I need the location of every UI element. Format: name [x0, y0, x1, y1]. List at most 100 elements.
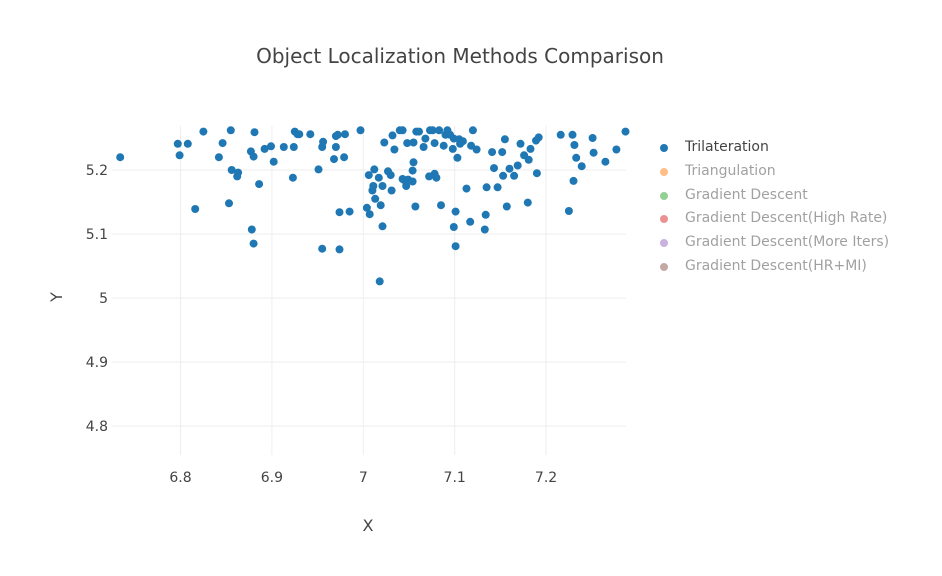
data-point[interactable] [409, 158, 418, 167]
data-point[interactable] [388, 131, 397, 140]
data-point[interactable] [564, 207, 573, 215]
data-point[interactable] [411, 202, 420, 211]
data-point[interactable] [408, 177, 417, 186]
data-point[interactable] [289, 143, 298, 151]
data-point[interactable] [458, 137, 467, 146]
data-point[interactable] [505, 164, 514, 173]
data-point[interactable] [588, 134, 597, 142]
data-point[interactable] [345, 207, 354, 216]
data-point[interactable] [490, 164, 498, 173]
data-point[interactable] [330, 155, 338, 164]
data-point[interactable] [601, 157, 610, 166]
legend-item[interactable]: Gradient Descent(HR+MI) [655, 255, 889, 279]
data-point[interactable] [306, 130, 315, 139]
data-point[interactable] [439, 141, 448, 150]
data-point[interactable] [510, 171, 519, 180]
data-point[interactable] [378, 182, 387, 190]
data-point[interactable] [371, 194, 380, 203]
data-point[interactable] [480, 225, 489, 234]
data-point[interactable] [356, 126, 365, 135]
data-point[interactable] [569, 176, 578, 185]
data-point[interactable] [568, 130, 577, 139]
data-point[interactable] [500, 135, 509, 144]
data-point[interactable] [462, 184, 471, 193]
legend-item[interactable]: Trilateration [655, 136, 889, 160]
data-point[interactable] [577, 162, 586, 171]
data-point[interactable] [340, 153, 349, 162]
data-point[interactable] [402, 182, 411, 190]
data-point[interactable] [612, 145, 621, 154]
data-point[interactable] [513, 161, 522, 170]
data-point[interactable] [374, 173, 383, 182]
data-point[interactable] [451, 242, 460, 251]
data-point[interactable] [369, 182, 378, 190]
legend-item[interactable]: Triangulation [655, 160, 889, 184]
data-point[interactable] [341, 130, 349, 139]
data-point[interactable] [375, 277, 384, 286]
data-point[interactable] [524, 155, 533, 164]
data-point[interactable] [523, 198, 532, 207]
data-point[interactable] [295, 130, 304, 139]
data-point[interactable] [448, 144, 457, 153]
data-point[interactable] [430, 139, 439, 148]
data-point[interactable] [362, 203, 371, 212]
data-point[interactable] [331, 143, 340, 151]
data-point[interactable] [288, 173, 297, 182]
data-point[interactable] [225, 199, 233, 208]
data-point[interactable] [173, 139, 182, 148]
data-point[interactable] [247, 225, 256, 234]
data-point[interactable] [250, 128, 259, 137]
data-point[interactable] [314, 165, 323, 174]
data-point[interactable] [378, 222, 387, 231]
legend-item[interactable]: Gradient Descent [655, 184, 889, 208]
data-point[interactable] [468, 126, 477, 135]
data-point[interactable] [380, 138, 389, 147]
data-point[interactable] [532, 169, 541, 178]
data-point[interactable] [432, 173, 441, 182]
data-point[interactable] [333, 130, 342, 139]
data-point[interactable] [589, 148, 598, 157]
data-point[interactable] [502, 202, 511, 211]
data-point[interactable] [421, 134, 430, 143]
legend-item[interactable]: Gradient Descent(High Rate) [655, 207, 889, 231]
data-point[interactable] [526, 144, 535, 153]
data-point[interactable] [449, 223, 458, 231]
data-point[interactable] [335, 208, 344, 217]
data-point[interactable] [466, 217, 475, 226]
data-point[interactable] [451, 207, 460, 216]
data-point[interactable] [191, 205, 200, 213]
data-point[interactable] [364, 171, 373, 180]
data-point[interactable] [556, 130, 565, 139]
data-point[interactable] [472, 145, 481, 154]
data-point[interactable] [419, 143, 428, 151]
data-point[interactable] [437, 201, 445, 210]
data-point[interactable] [227, 166, 236, 174]
data-point[interactable] [183, 139, 192, 148]
data-point[interactable] [435, 126, 444, 135]
data-point[interactable] [498, 148, 507, 157]
data-point[interactable] [267, 142, 275, 151]
data-point[interactable] [318, 244, 327, 253]
data-point[interactable] [319, 137, 328, 146]
data-point[interactable] [621, 127, 630, 136]
data-point[interactable] [218, 139, 227, 148]
data-point[interactable] [428, 126, 437, 135]
data-point[interactable] [279, 143, 288, 151]
legend-item[interactable]: Gradient Descent(More Iters) [655, 231, 889, 255]
data-point[interactable] [249, 239, 258, 248]
data-point[interactable] [116, 153, 125, 162]
data-point[interactable] [409, 138, 418, 147]
data-point[interactable] [269, 157, 278, 166]
data-point[interactable] [175, 151, 184, 160]
data-point[interactable] [398, 126, 407, 135]
data-point[interactable] [214, 153, 223, 162]
data-point[interactable] [403, 139, 412, 148]
data-point[interactable] [390, 145, 399, 154]
data-point[interactable] [408, 166, 417, 175]
data-point[interactable] [370, 165, 379, 174]
data-point[interactable] [534, 133, 543, 142]
data-point[interactable] [481, 210, 490, 219]
data-point[interactable] [516, 139, 525, 148]
data-point[interactable] [482, 183, 491, 192]
